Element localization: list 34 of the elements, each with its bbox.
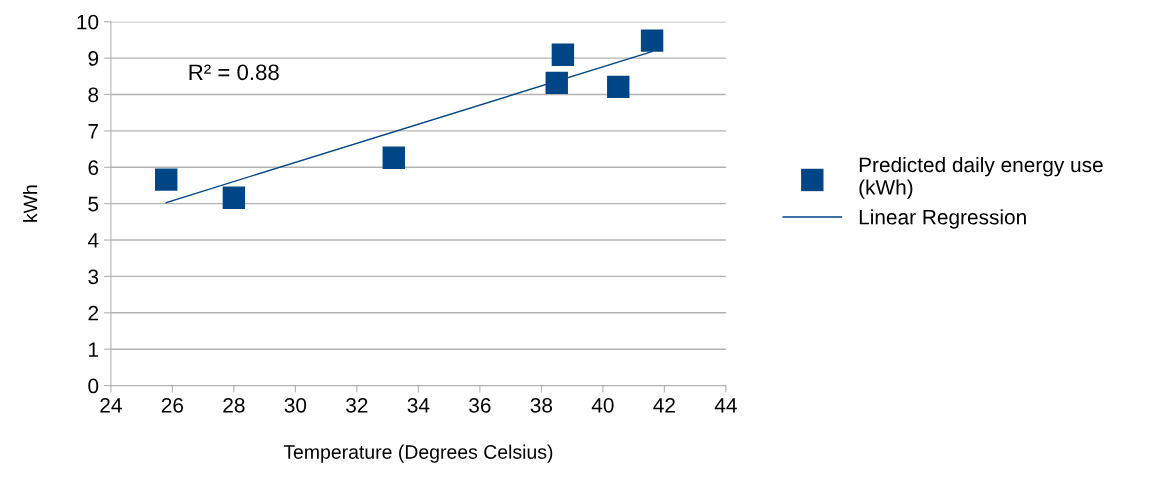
- legend-label: Predicted daily energy use (kWh): [859, 156, 1103, 199]
- y-tick-label: 8: [88, 87, 99, 103]
- point: [551, 43, 575, 66]
- y-tick-label: 4: [87, 233, 99, 248]
- x-tick-label: 42: [653, 397, 675, 413]
- point: [545, 71, 568, 95]
- point: [640, 29, 664, 52]
- x-tick-label: 40: [591, 397, 614, 413]
- x-tick-label: 28: [223, 397, 245, 413]
- annotation: R² = 0.88: [189, 64, 279, 81]
- y-tick-label: 9: [88, 51, 99, 66]
- point: [382, 146, 405, 169]
- point: [607, 75, 630, 99]
- point: [155, 168, 178, 191]
- x-tick-label: 32: [346, 397, 368, 413]
- x-tick-label: 26: [161, 397, 184, 413]
- x-tick-label: 34: [407, 397, 430, 413]
- y-tick-label: 5: [88, 196, 99, 212]
- y-tick-label: 1: [89, 342, 99, 357]
- x-axis-title: Temperature (Degrees Celsius): [283, 444, 553, 463]
- point: [222, 186, 246, 210]
- x-tick-label: 36: [469, 397, 491, 413]
- x-tick-label: 44: [714, 398, 737, 413]
- y-tick-label: 10: [77, 14, 99, 30]
- legend-label: Linear Regression: [859, 209, 1026, 229]
- y-tick-label: 6: [88, 160, 99, 176]
- y-tick-label: 7: [88, 124, 99, 139]
- x-tick-label: 30: [284, 397, 307, 413]
- x-tick-label: 38: [530, 397, 553, 413]
- x-tick-label: 24: [100, 397, 122, 413]
- y-axis-title: kWh: [23, 185, 38, 222]
- y-tick-label: 2: [88, 305, 99, 321]
- y-tick-label: 0: [88, 378, 99, 394]
- y-tick-label: 3: [88, 269, 99, 285]
